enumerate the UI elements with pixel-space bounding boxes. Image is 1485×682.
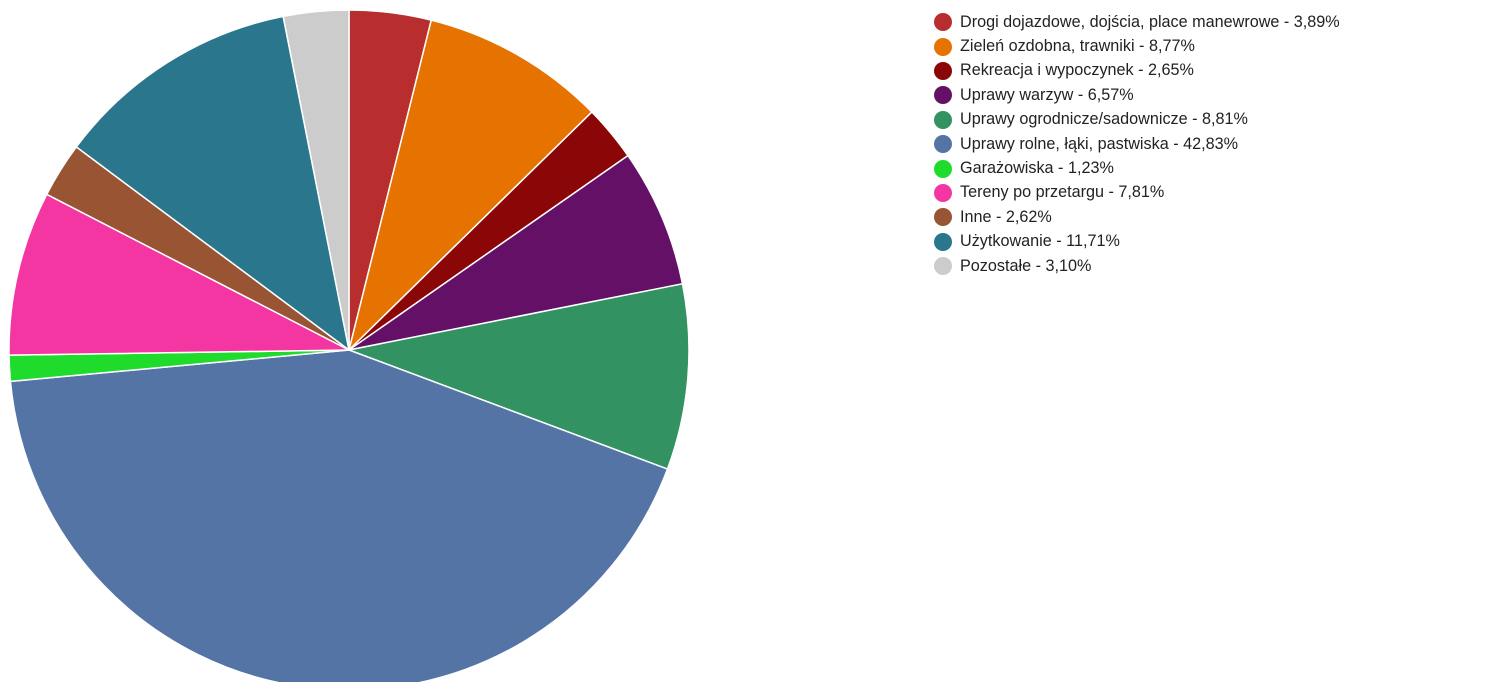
legend-swatch-icon [934,208,952,227]
legend-item-7[interactable]: Garażowiska - 1,23% [934,156,1340,180]
legend-swatch-icon [934,183,952,202]
legend-label: Drogi dojazdowe, dojścia, place manewrow… [960,12,1340,31]
legend-item-8[interactable]: Tereny po przetargu - 7,81% [934,181,1340,205]
legend-swatch-icon [934,110,952,129]
pie-slice-11[interactable] [282,9,350,351]
legend-item-9[interactable]: Inne - 2,62% [934,205,1340,229]
legend-item-10[interactable]: Użytkowanie - 11,71% [934,230,1340,254]
legend-label: Uprawy ogrodnicze/sadownicze - 8,81% [960,110,1248,129]
legend-swatch-icon [934,86,952,105]
pie-slice-10[interactable] [75,15,350,351]
legend-swatch-icon [934,37,952,56]
legend-swatch-icon [934,159,952,178]
pie-plot [8,9,690,682]
legend-item-1[interactable]: Drogi dojazdowe, dojścia, place manewrow… [934,10,1340,34]
legend-item-4[interactable]: Uprawy warzyw - 6,57% [934,83,1340,107]
legend-item-5[interactable]: Uprawy ogrodnicze/sadownicze - 8,81% [934,108,1340,132]
legend-label: Uprawy warzyw - 6,57% [960,85,1134,104]
legend-item-11[interactable]: Pozostałe - 3,10% [934,254,1340,278]
legend-label: Zieleń ozdobna, trawniki - 8,77% [960,37,1195,56]
legend-swatch-icon [934,135,952,154]
legend-label: Tereny po przetargu - 7,81% [960,183,1165,202]
legend-swatch-icon [934,257,952,276]
legend-item-3[interactable]: Rekreacja i wypoczynek - 2,65% [934,59,1340,83]
legend-item-6[interactable]: Uprawy rolne, łąki, pastwiska - 42,83% [934,132,1340,156]
chart-legend: Drogi dojazdowe, dojścia, place manewrow… [934,10,1340,278]
pie-slice-6[interactable] [9,349,669,682]
pie-slice-8[interactable] [8,193,350,356]
legend-item-2[interactable]: Zieleń ozdobna, trawniki - 8,77% [934,34,1340,58]
legend-swatch-icon [934,232,952,251]
pie-slice-5[interactable] [348,283,690,470]
legend-label: Rekreacja i wypoczynek - 2,65% [960,61,1194,80]
legend-label: Uprawy rolne, łąki, pastwiska - 42,83% [960,134,1239,153]
legend-label: Garażowiska - 1,23% [960,159,1114,178]
legend-label: Pozostałe - 3,10% [960,256,1092,275]
legend-label: Użytkowanie - 11,71% [960,232,1120,251]
legend-swatch-icon [934,13,952,32]
pie-slice-4[interactable] [348,154,684,351]
legend-swatch-icon [934,61,952,80]
pie-slice-2[interactable] [348,19,593,351]
legend-label: Inne - 2,62% [960,207,1052,226]
